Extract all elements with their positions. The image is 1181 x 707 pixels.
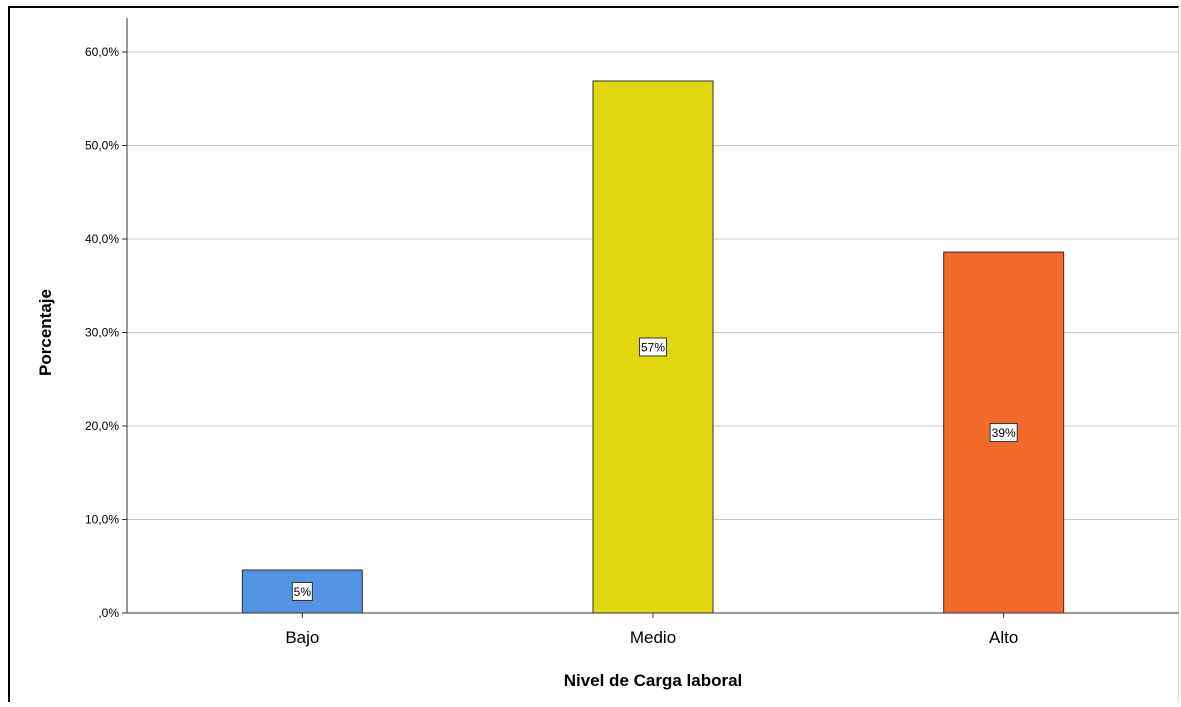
y-tick-label: 60,0% xyxy=(85,45,119,59)
y-tick-label: 30,0% xyxy=(85,326,119,340)
bar-chart: ,0% 10,0% 20,0% 30,0% 40,0% 50,0% 60,0% 5% 57% 3… xyxy=(36,18,1179,690)
data-label-box xyxy=(989,423,1018,443)
data-label: 39% xyxy=(992,426,1016,440)
x-tick-label: Alto xyxy=(989,628,1018,647)
data-label-box xyxy=(291,581,313,601)
x-axis-ticks: Bajo Medio Alto xyxy=(285,613,1018,647)
y-tick-label: 20,0% xyxy=(85,419,119,433)
data-label: 5% xyxy=(294,585,312,599)
y-tick-label: ,0% xyxy=(98,606,119,620)
y-axis-label: Porcentaje xyxy=(36,289,55,376)
bars: 5% 57% 39% xyxy=(241,80,1065,614)
data-label: 57% xyxy=(641,340,665,354)
x-tick-label: Medio xyxy=(630,628,676,647)
x-axis-label: Nivel de Carga laboral xyxy=(564,671,743,690)
y-tick-label: 40,0% xyxy=(85,232,119,246)
chart-frame: ,0% 10,0% 20,0% 30,0% 40,0% 50,0% 60,0% 5% 57% 3… xyxy=(8,6,1179,702)
y-axis-ticks: ,0% 10,0% 20,0% 30,0% 40,0% 50,0% 60,0% xyxy=(85,45,127,620)
y-tick-label: 10,0% xyxy=(85,513,119,527)
data-label-box xyxy=(639,337,667,357)
y-tick-label: 50,0% xyxy=(85,139,119,153)
x-tick-label: Bajo xyxy=(285,628,319,647)
